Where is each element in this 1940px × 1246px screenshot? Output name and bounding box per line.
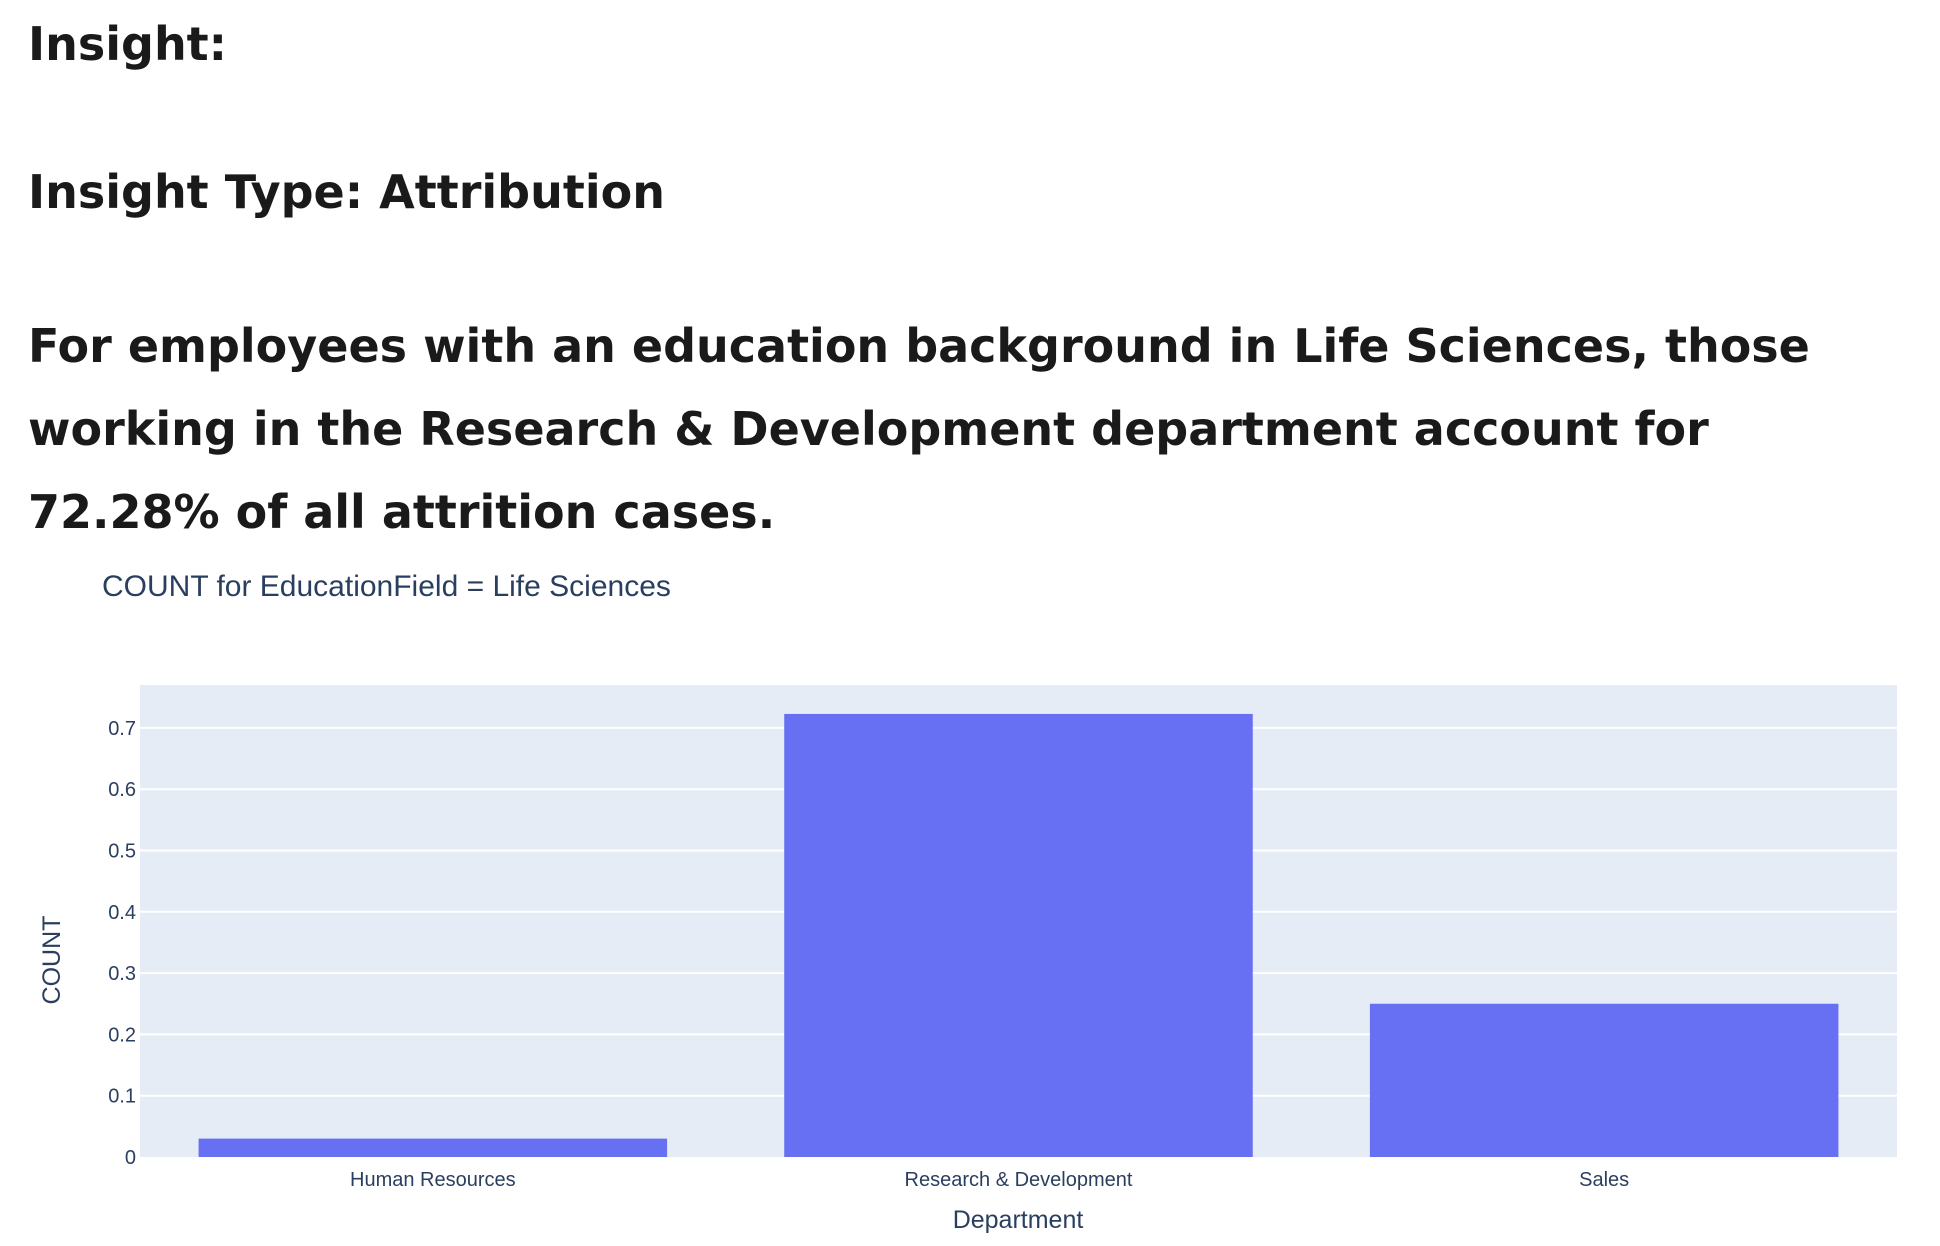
- chart-svg: COUNT for EducationField = Life Sciences…: [38, 570, 1897, 1234]
- bar-research-development[interactable]: [784, 713, 1253, 1157]
- y-tick-label: 0.3: [108, 963, 136, 985]
- bar-human-resources[interactable]: [198, 1138, 668, 1157]
- insight-heading: Insight:: [28, 17, 228, 71]
- y-tick-label: 0.1: [108, 1086, 136, 1108]
- y-axis-title: COUNT: [38, 916, 66, 1005]
- chart-title: COUNT for EducationField = Life Sciences: [102, 570, 671, 603]
- y-tick-label: 0.7: [108, 718, 136, 740]
- x-tick-labels: Human Resources Research & Development Sal…: [350, 1169, 1629, 1191]
- x-axis-title: Department: [953, 1206, 1084, 1234]
- bar-sales[interactable]: [1369, 1003, 1839, 1157]
- y-tick-label: 0.6: [108, 779, 136, 801]
- bars: [198, 713, 1839, 1157]
- y-tick-label: 0.5: [108, 841, 136, 863]
- y-tick-label: 0: [125, 1147, 136, 1169]
- x-tick-label: Human Resources: [350, 1169, 516, 1191]
- y-tick-label: 0.2: [108, 1024, 136, 1046]
- x-tick-label: Research & Development: [905, 1169, 1133, 1191]
- insight-description: For employees with an education backgrou…: [28, 319, 1810, 539]
- y-tick-labels: 0 0.1 0.2 0.3 0.4 0.5 0.6 0.7: [108, 718, 136, 1169]
- insight-type: Insight Type: Attribution: [28, 165, 665, 219]
- bar-chart: COUNT for EducationField = Life Sciences…: [0, 540, 1940, 1246]
- y-tick-label: 0.4: [108, 902, 136, 924]
- x-tick-label: Sales: [1579, 1169, 1629, 1191]
